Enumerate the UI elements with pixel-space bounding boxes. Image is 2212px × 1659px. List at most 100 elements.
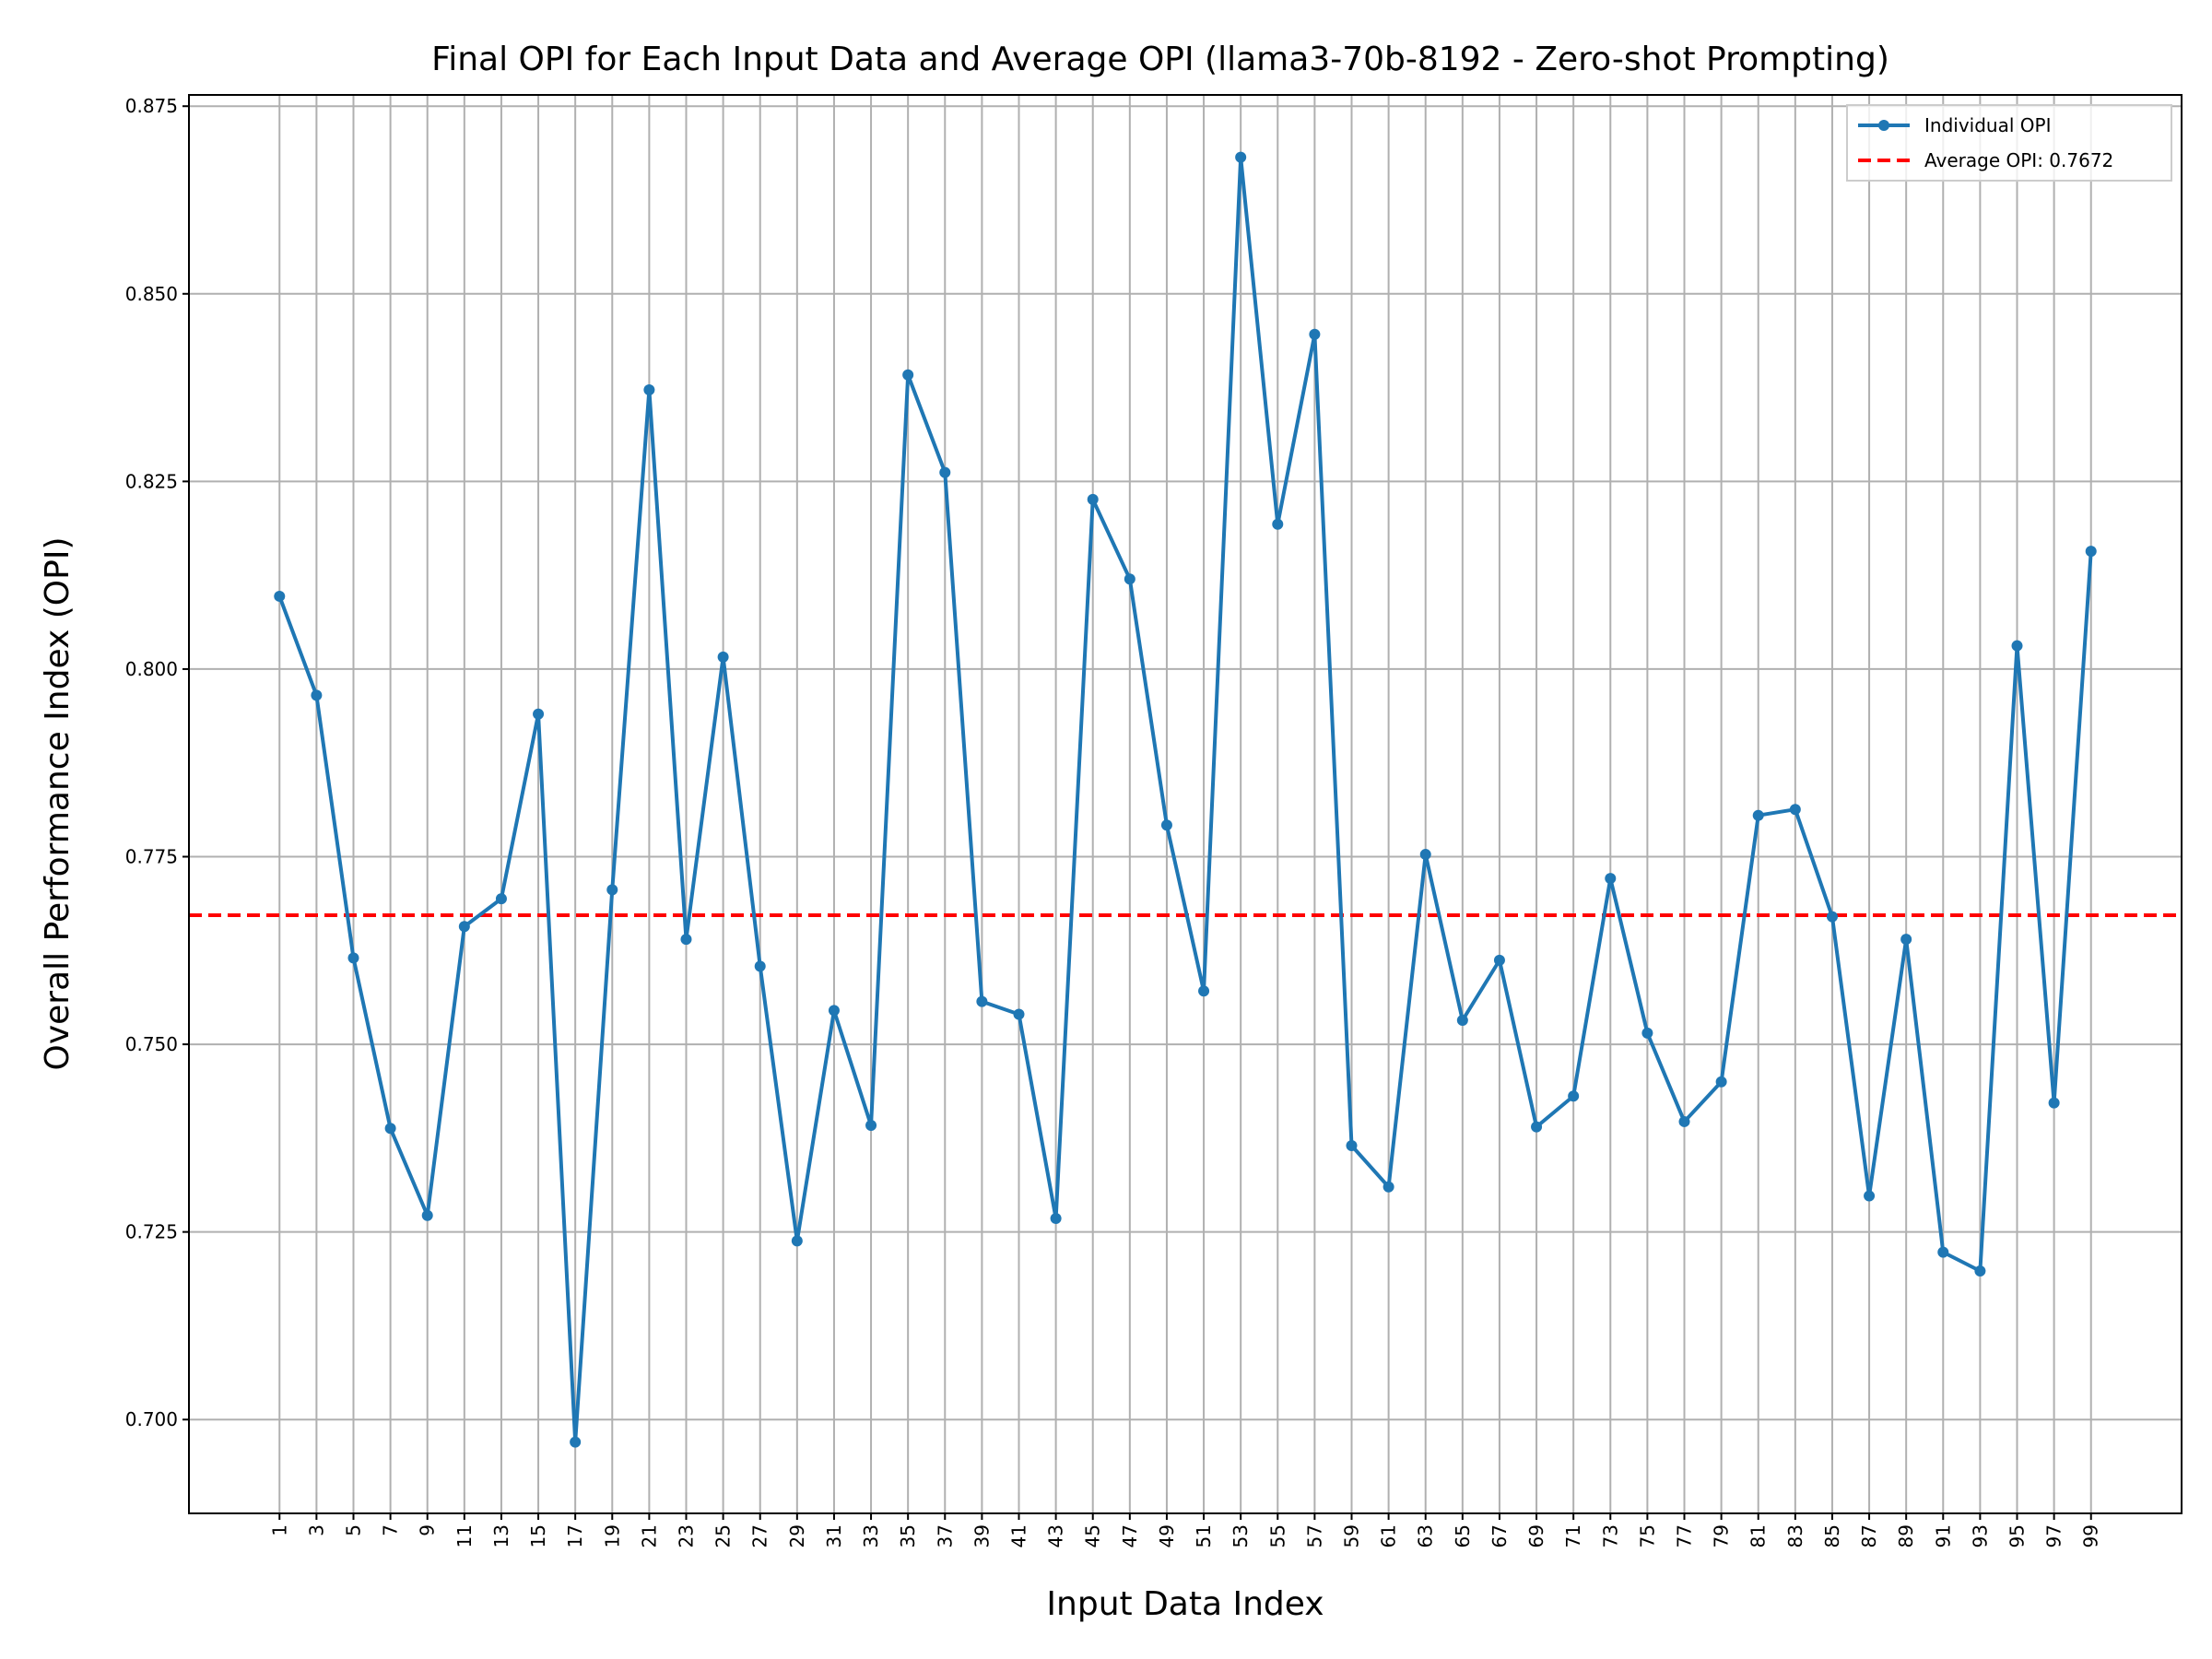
x-tick-label: 63 bbox=[1415, 1524, 1437, 1547]
individual-opi-point bbox=[384, 1123, 396, 1135]
individual-opi-point bbox=[1641, 1027, 1653, 1039]
x-tick-label: 99 bbox=[2080, 1524, 2102, 1547]
y-tick-label: 0.775 bbox=[125, 846, 178, 868]
x-tick-label: 87 bbox=[1858, 1524, 1880, 1547]
x-tick-label: 33 bbox=[860, 1524, 882, 1547]
individual-opi-point bbox=[939, 466, 951, 478]
y-tick-label: 0.700 bbox=[125, 1408, 178, 1430]
x-tick-label: 9 bbox=[417, 1524, 439, 1536]
x-tick-label: 59 bbox=[1341, 1524, 1363, 1547]
individual-opi-point bbox=[1531, 1121, 1543, 1133]
x-tick-label: 67 bbox=[1488, 1524, 1511, 1547]
x-tick-label: 71 bbox=[1562, 1524, 1584, 1547]
individual-opi-point bbox=[1752, 809, 1764, 821]
individual-opi-point bbox=[606, 884, 618, 896]
individual-opi-point bbox=[495, 893, 507, 905]
individual-opi-point bbox=[791, 1235, 803, 1247]
x-tick-label: 61 bbox=[1378, 1524, 1400, 1547]
individual-opi-point bbox=[1826, 911, 1838, 923]
x-tick-label: 45 bbox=[1082, 1524, 1104, 1547]
x-tick-label: 93 bbox=[1969, 1524, 1991, 1547]
x-tick-label: 79 bbox=[1711, 1524, 1733, 1547]
x-tick-label: 3 bbox=[305, 1524, 327, 1536]
series-layer bbox=[274, 151, 2097, 1448]
individual-opi-point bbox=[1605, 873, 1617, 885]
x-tick-label: 51 bbox=[1193, 1524, 1215, 1547]
x-tick-label: 21 bbox=[638, 1524, 660, 1547]
x-tick-label: 47 bbox=[1119, 1524, 1141, 1547]
individual-opi-point bbox=[1864, 1190, 1876, 1202]
individual-opi-point bbox=[2048, 1097, 2060, 1109]
y-tick-label: 0.825 bbox=[125, 470, 178, 492]
x-tick-label: 31 bbox=[823, 1524, 845, 1547]
y-axis-ticks: 0.700 0.725 0.750 0.775 0.800 0.825 0.850 0.875 bbox=[125, 95, 189, 1430]
y-tick-label: 0.800 bbox=[125, 658, 178, 680]
y-tick-label: 0.750 bbox=[125, 1033, 178, 1055]
x-tick-label: 23 bbox=[675, 1524, 697, 1547]
individual-opi-point bbox=[1568, 1090, 1580, 1102]
individual-opi-point bbox=[458, 921, 470, 933]
x-tick-label: 75 bbox=[1636, 1524, 1658, 1547]
x-tick-label: 85 bbox=[1821, 1524, 1843, 1547]
individual-opi-point bbox=[902, 369, 914, 381]
individual-opi-point bbox=[976, 995, 988, 1007]
x-tick-label: 5 bbox=[342, 1524, 364, 1536]
x-tick-label: 29 bbox=[786, 1524, 808, 1547]
x-tick-label: 7 bbox=[380, 1524, 402, 1536]
x-tick-label: 39 bbox=[971, 1524, 993, 1547]
x-tick-label: 25 bbox=[712, 1524, 735, 1547]
individual-opi-point bbox=[2085, 546, 2097, 558]
individual-opi-point bbox=[347, 952, 359, 964]
x-tick-label: 43 bbox=[1045, 1524, 1067, 1547]
individual-opi-point bbox=[643, 384, 655, 396]
plot-frame bbox=[188, 94, 2183, 1514]
individual-opi-point bbox=[1456, 1015, 1468, 1027]
x-tick-label: 91 bbox=[1932, 1524, 1954, 1547]
x-tick-label: 57 bbox=[1303, 1524, 1325, 1547]
x-tick-label: 97 bbox=[2043, 1524, 2065, 1547]
x-tick-label: 27 bbox=[749, 1524, 771, 1547]
y-tick-label: 0.875 bbox=[125, 95, 178, 117]
individual-opi-point bbox=[533, 708, 545, 720]
individual-opi-point bbox=[1974, 1265, 1986, 1277]
individual-opi-point bbox=[865, 1120, 877, 1132]
individual-opi-point bbox=[754, 960, 766, 972]
individual-opi-point bbox=[1789, 804, 1801, 816]
y-axis-label: Overall Performance Index (OPI) bbox=[39, 537, 76, 1071]
individual-opi-point bbox=[570, 1436, 582, 1448]
individual-opi-point bbox=[680, 934, 692, 946]
individual-opi-point bbox=[1678, 1115, 1690, 1127]
x-axis-ticks: 1 3 5 7 9 11 13 15 17 19 21 23 25 27 29 31 33 35 37 39 41 43 4… bbox=[268, 1513, 2102, 1547]
individual-opi-point bbox=[828, 1005, 840, 1017]
grid-lines bbox=[189, 95, 2182, 1513]
x-tick-label: 83 bbox=[1784, 1524, 1806, 1547]
x-tick-label: 77 bbox=[1674, 1524, 1696, 1547]
individual-opi-point bbox=[421, 1209, 433, 1221]
individual-opi-point bbox=[1087, 493, 1099, 505]
x-tick-label: 81 bbox=[1747, 1524, 1770, 1547]
individual-opi-point bbox=[1013, 1008, 1025, 1020]
x-tick-label: 19 bbox=[601, 1524, 623, 1547]
individual-opi-point bbox=[1937, 1246, 1949, 1258]
individual-opi-point bbox=[1050, 1212, 1062, 1224]
x-tick-label: 15 bbox=[527, 1524, 549, 1547]
individual-opi-point bbox=[2011, 640, 2023, 652]
individual-opi-point bbox=[1272, 518, 1284, 530]
individual-opi-point bbox=[717, 651, 729, 663]
individual-opi-point bbox=[1419, 849, 1431, 861]
x-tick-label: 17 bbox=[564, 1524, 586, 1547]
individual-opi-point bbox=[1382, 1181, 1394, 1193]
x-tick-label: 73 bbox=[1599, 1524, 1621, 1547]
x-tick-label: 11 bbox=[453, 1524, 476, 1547]
x-tick-label: 41 bbox=[1007, 1524, 1030, 1547]
individual-opi-point bbox=[1900, 934, 1912, 946]
y-tick-label: 0.850 bbox=[125, 283, 178, 305]
x-tick-label: 95 bbox=[2006, 1524, 2029, 1547]
legend-box bbox=[1846, 104, 2172, 182]
x-tick-label: 69 bbox=[1525, 1524, 1547, 1547]
legend: Individual OPI Average OPI: 0.7672 bbox=[1846, 104, 2172, 182]
x-tick-label: 49 bbox=[1156, 1524, 1178, 1547]
x-tick-label: 89 bbox=[1895, 1524, 1917, 1547]
